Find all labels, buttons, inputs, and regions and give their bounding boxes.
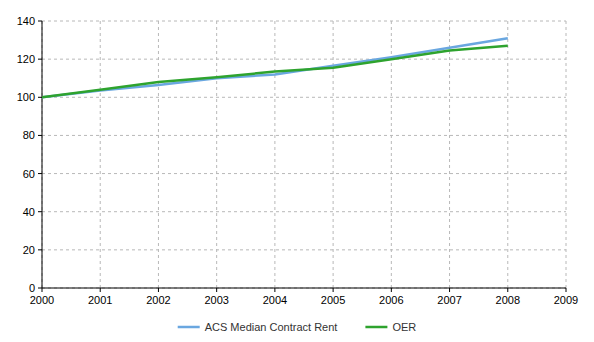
- legend-label: ACS Median Contract Rent: [205, 321, 338, 333]
- series-line: [42, 46, 508, 98]
- y-tick: [38, 173, 42, 174]
- legend-swatch: [365, 326, 387, 329]
- y-grid-line: [42, 135, 566, 136]
- y-tick-label: 120: [17, 53, 35, 65]
- chart-svg: 0 20 40 60 80 100 120 140 2000 2001 2002 2003 2004 20…: [0, 0, 594, 342]
- x-grid-line: [158, 21, 159, 288]
- x-tick-label: 2003: [204, 294, 228, 306]
- y-grid-line: [42, 97, 566, 98]
- legend-item: OER: [365, 321, 416, 333]
- x-tick: [216, 288, 217, 292]
- x-tick-label: 2008: [496, 294, 520, 306]
- legend-label: OER: [392, 321, 416, 333]
- y-tick: [38, 97, 42, 98]
- x-tick: [158, 288, 159, 292]
- x-tick-label: 2004: [263, 294, 287, 306]
- x-grid-line: [566, 21, 567, 288]
- y-tick: [38, 59, 42, 60]
- x-grid-line: [333, 21, 334, 288]
- y-tick: [38, 249, 42, 250]
- y-tick-label: 40: [23, 206, 35, 218]
- x-tick-label: 2002: [146, 294, 170, 306]
- x-grid-line: [42, 21, 43, 288]
- x-tick: [566, 288, 567, 292]
- series-line: [42, 38, 508, 97]
- y-grid-line: [42, 173, 566, 174]
- legend-swatch: [178, 326, 200, 329]
- x-tick: [333, 288, 334, 292]
- y-tick-label: 20: [23, 244, 35, 256]
- chart-container: 0 20 40 60 80 100 120 140 2000 2001 2002 2003 2004 20…: [0, 0, 594, 342]
- x-tick: [42, 288, 43, 292]
- x-tick: [449, 288, 450, 292]
- y-tick-label: 60: [23, 168, 35, 180]
- x-tick: [100, 288, 101, 292]
- y-grid-line: [42, 249, 566, 250]
- x-grid-line: [216, 21, 217, 288]
- x-tick-label: 2001: [88, 294, 112, 306]
- y-tick: [38, 21, 42, 22]
- x-tick: [274, 288, 275, 292]
- x-tick-label: 2009: [554, 294, 578, 306]
- x-tick: [391, 288, 392, 292]
- legend-item: ACS Median Contract Rent: [178, 321, 338, 333]
- y-tick-label: 0: [29, 282, 35, 294]
- y-grid-line: [42, 21, 566, 22]
- x-tick: [507, 288, 508, 292]
- y-tick: [38, 211, 42, 212]
- x-grid-line: [507, 21, 508, 288]
- x-grid-line: [391, 21, 392, 288]
- grid: [42, 21, 566, 288]
- y-tick-label: 140: [17, 15, 35, 27]
- x-tick-label: 2006: [379, 294, 403, 306]
- y-grid-line: [42, 288, 566, 289]
- y-tick-label: 80: [23, 129, 35, 141]
- y-grid-line: [42, 59, 566, 60]
- y-tick: [38, 288, 42, 289]
- y-axis-line: [42, 21, 43, 288]
- legend: ACS Median Contract Rent OER: [178, 321, 417, 333]
- y-tick: [38, 135, 42, 136]
- x-grid-line: [274, 21, 275, 288]
- x-axis-line: [42, 288, 566, 289]
- y-grid-line: [42, 211, 566, 212]
- x-grid-line: [100, 21, 101, 288]
- x-tick-label: 2000: [30, 294, 54, 306]
- x-tick-label: 2007: [437, 294, 461, 306]
- y-tick-label: 100: [17, 91, 35, 103]
- plot-area: [42, 38, 508, 97]
- x-tick-label: 2005: [321, 294, 345, 306]
- x-grid-line: [449, 21, 450, 288]
